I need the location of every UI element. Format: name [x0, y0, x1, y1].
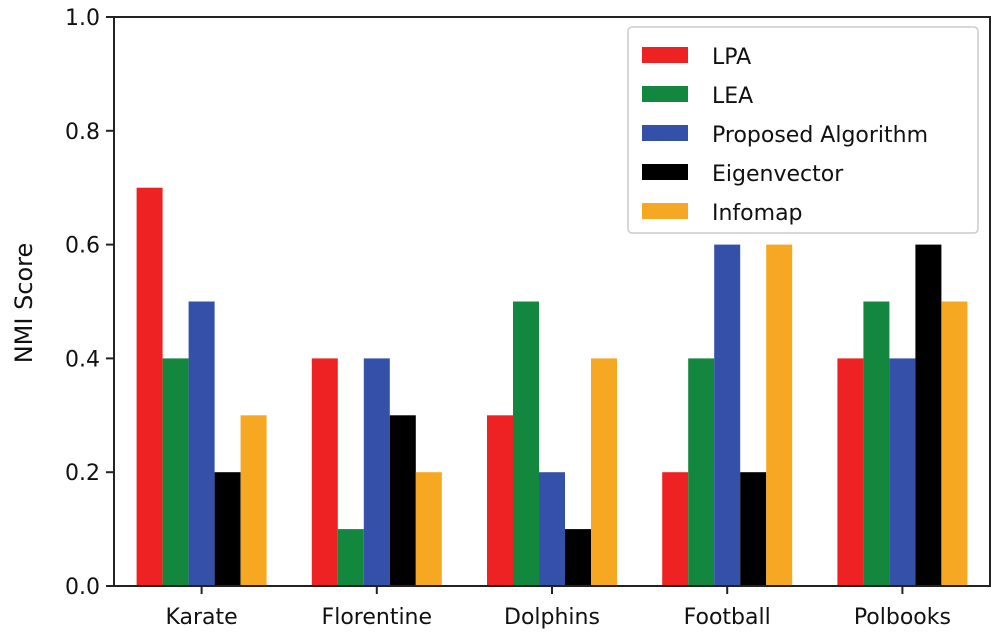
- y-tick-label: 0.4: [65, 347, 100, 372]
- bar-lea-florentine: [337, 529, 364, 586]
- legend-label: LPA: [712, 45, 751, 70]
- x-ticks: Karate Florentine Dolphins Football Polbooks: [165, 586, 951, 630]
- plot-frame: [113, 16, 991, 587]
- legend-swatch: [642, 86, 688, 102]
- y-tick-label: 1.0: [65, 6, 100, 31]
- bar-proposed-algorithm-florentine: [363, 358, 390, 586]
- legend: LPA LEA Proposed Algorithm Eigenvector Infom…: [627, 26, 979, 234]
- x-tick-label: Karate: [165, 605, 237, 630]
- bars: [136, 187, 968, 586]
- y-ticks: 0.0 0.2 0.4 0.6 0.8 1.0: [65, 6, 114, 600]
- bar-eigenvector-dolphins: [565, 529, 591, 586]
- bar-proposed-algorithm-polbooks: [889, 358, 916, 586]
- legend-label: Eigenvector: [712, 162, 844, 187]
- bar-lea-karate: [162, 358, 189, 586]
- legend-label: Infomap: [712, 201, 803, 226]
- bar-eigenvector-karate: [214, 472, 241, 586]
- bar-infomap-polbooks: [941, 301, 968, 586]
- bar-lpa-football: [662, 472, 689, 586]
- bar-lea-football: [688, 358, 715, 586]
- bar-proposed-algorithm-dolphins: [539, 472, 565, 586]
- y-axis-label: NMI Score: [10, 243, 38, 364]
- bar-infomap-dolphins: [591, 358, 617, 586]
- x-tick-label: Polbooks: [854, 605, 951, 630]
- bar-infomap-florentine: [415, 472, 442, 586]
- legend-swatch: [642, 203, 688, 219]
- bar-lpa-dolphins: [487, 415, 513, 586]
- legend-box: [627, 26, 979, 234]
- bar-eigenvector-football: [740, 472, 767, 586]
- y-tick-label: 0.2: [65, 461, 100, 486]
- legend-swatch: [642, 164, 688, 180]
- bar-eigenvector-florentine: [389, 415, 416, 586]
- y-tick-label: 0.8: [65, 120, 100, 145]
- x-tick-label: Florentine: [322, 605, 432, 630]
- bar-infomap-football: [766, 244, 793, 586]
- bar-lpa-polbooks: [837, 358, 864, 586]
- bar-eigenvector-polbooks: [915, 244, 942, 586]
- bar-proposed-algorithm-karate: [188, 301, 215, 586]
- bar-lpa-karate: [136, 187, 163, 586]
- bar-lea-dolphins: [513, 301, 539, 586]
- bar-lpa-florentine: [311, 358, 338, 586]
- legend-label: LEA: [712, 84, 753, 109]
- bar-lea-polbooks: [863, 301, 890, 586]
- legend-swatch: [642, 125, 688, 141]
- legend-label: Proposed Algorithm: [712, 123, 928, 148]
- bar-proposed-algorithm-football: [714, 244, 741, 586]
- legend-swatch: [642, 47, 688, 63]
- y-tick-label: 0.6: [65, 234, 100, 259]
- bar-infomap-karate: [240, 415, 267, 586]
- x-tick-label: Dolphins: [504, 605, 600, 630]
- x-tick-label: Football: [684, 605, 771, 630]
- y-tick-label: 0.0: [65, 575, 100, 600]
